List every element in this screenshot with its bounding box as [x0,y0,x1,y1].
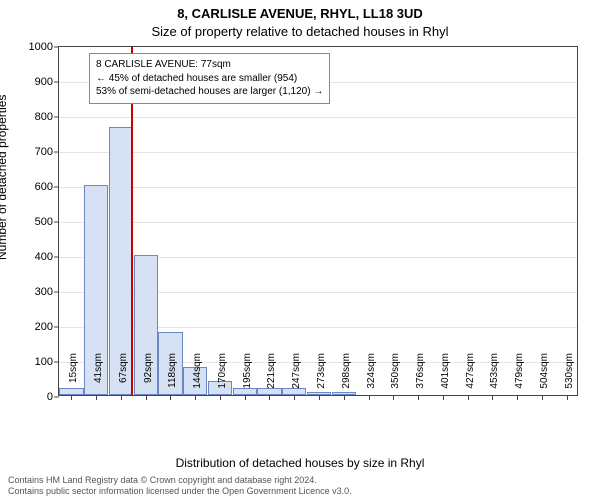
x-tick-mark [220,395,221,400]
x-tick-label: 195sqm [242,353,253,403]
x-tick-mark [369,395,370,400]
gridline [59,117,577,118]
annotation-line2: ← 45% of detached houses are smaller (95… [96,72,323,86]
x-tick-mark [567,395,568,400]
annotation-box: 8 CARLISLE AVENUE: 77sqm← 45% of detache… [89,53,330,104]
x-tick-label: 298sqm [341,353,352,403]
x-tick-label: 324sqm [366,353,377,403]
chart-container: 8, CARLISLE AVENUE, RHYL, LL18 3UD Size … [0,0,600,500]
x-tick-mark [468,395,469,400]
y-tick-mark [54,117,59,118]
x-tick-mark [96,395,97,400]
x-tick-mark [170,395,171,400]
y-tick-mark [54,82,59,83]
x-tick-label: 479sqm [514,353,525,403]
y-tick-mark [54,47,59,48]
y-tick-mark [54,397,59,398]
x-tick-mark [393,395,394,400]
footer-line1: Contains HM Land Registry data © Crown c… [8,475,592,485]
y-tick-label: 800 [13,111,53,123]
y-tick-label: 300 [13,286,53,298]
x-tick-mark [517,395,518,400]
x-tick-label: 144sqm [192,353,203,403]
x-tick-mark [492,395,493,400]
y-tick-label: 1000 [13,41,53,53]
x-axis-label: Distribution of detached houses by size … [0,456,600,470]
x-tick-label: 67sqm [118,353,129,403]
y-tick-mark [54,292,59,293]
x-tick-label: 221sqm [266,353,277,403]
x-tick-label: 427sqm [465,353,476,403]
y-tick-label: 500 [13,216,53,228]
footer-attribution: Contains HM Land Registry data © Crown c… [8,475,592,496]
chart-title-line2: Size of property relative to detached ho… [0,24,600,39]
x-tick-label: 376sqm [415,353,426,403]
x-tick-label: 170sqm [217,353,228,403]
x-tick-mark [344,395,345,400]
x-tick-mark [71,395,72,400]
gridline [59,152,577,153]
y-tick-mark [54,152,59,153]
y-tick-mark [54,257,59,258]
y-tick-mark [54,362,59,363]
x-tick-mark [245,395,246,400]
x-tick-label: 273sqm [316,353,327,403]
x-tick-label: 530sqm [564,353,575,403]
y-tick-label: 100 [13,356,53,368]
y-tick-mark [54,187,59,188]
x-tick-mark [269,395,270,400]
x-tick-label: 453sqm [489,353,500,403]
x-tick-label: 401sqm [440,353,451,403]
y-tick-label: 0 [13,391,53,403]
x-tick-label: 247sqm [291,353,302,403]
annotation-line1: 8 CARLISLE AVENUE: 77sqm [96,58,323,72]
x-tick-mark [418,395,419,400]
y-tick-label: 200 [13,321,53,333]
x-tick-label: 92sqm [143,353,154,403]
x-tick-label: 350sqm [390,353,401,403]
annotation-line3: 53% of semi-detached houses are larger (… [96,85,323,99]
y-tick-label: 600 [13,181,53,193]
y-tick-label: 400 [13,251,53,263]
y-tick-mark [54,222,59,223]
y-tick-mark [54,327,59,328]
x-tick-mark [542,395,543,400]
gridline [59,222,577,223]
x-tick-label: 118sqm [167,353,178,403]
x-tick-mark [294,395,295,400]
x-tick-label: 15sqm [68,353,79,403]
x-tick-mark [146,395,147,400]
chart-title-line1: 8, CARLISLE AVENUE, RHYL, LL18 3UD [0,6,600,21]
y-tick-label: 700 [13,146,53,158]
x-tick-mark [121,395,122,400]
y-axis-label: Number of detached properties [0,240,9,260]
footer-line2: Contains public sector information licen… [8,486,592,496]
gridline [59,187,577,188]
x-tick-label: 41sqm [93,353,104,403]
x-tick-mark [443,395,444,400]
x-tick-mark [195,395,196,400]
x-tick-label: 504sqm [539,353,550,403]
plot-area: 0100200300400500600700800900100015sqm41s… [58,46,578,396]
y-tick-label: 900 [13,76,53,88]
x-tick-mark [319,395,320,400]
